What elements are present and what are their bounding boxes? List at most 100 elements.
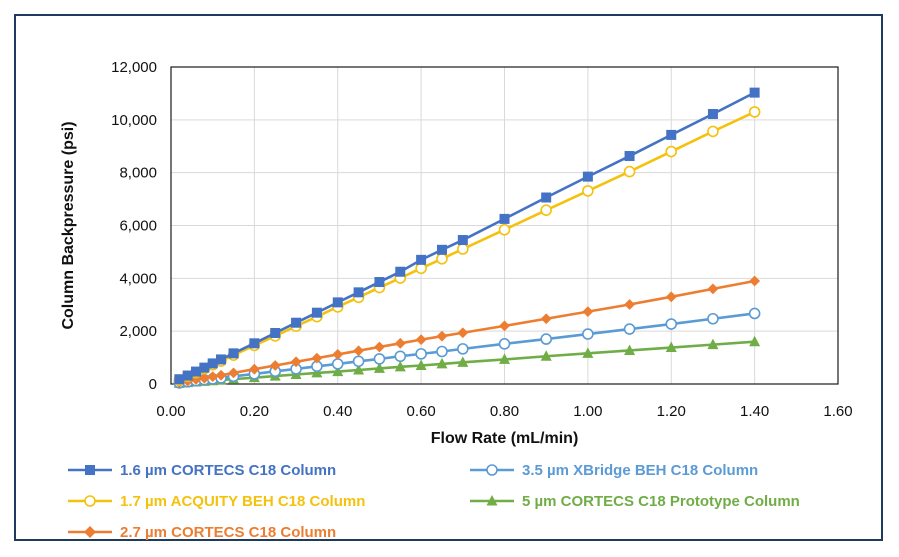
- data-point: [624, 151, 635, 162]
- x-tick-label: 0.20: [240, 403, 269, 420]
- data-point: [436, 357, 448, 369]
- data-point: [582, 328, 594, 340]
- data-point: [216, 354, 227, 365]
- data-point: [666, 129, 677, 140]
- data-point: [457, 243, 469, 255]
- plot-border: [170, 66, 839, 385]
- data-point: [436, 252, 448, 265]
- data-point: [540, 313, 552, 325]
- series-1: [174, 87, 760, 385]
- data-point: [228, 348, 239, 359]
- data-point: [707, 312, 719, 325]
- x-tick-label: 1.00: [573, 403, 602, 420]
- data-point: [395, 266, 406, 277]
- data-point: [352, 355, 365, 368]
- legend-marker: [486, 464, 498, 476]
- y-tick-label: 2,000: [119, 323, 157, 340]
- data-point: [498, 338, 511, 350]
- data-point: [457, 343, 469, 355]
- x-tick-label: 0.00: [156, 403, 185, 420]
- legend-label: 5 µm CORTECS C18 Prototype Column: [522, 493, 800, 510]
- axes: [170, 66, 839, 385]
- data-point: [623, 165, 636, 178]
- data-point: [499, 213, 510, 224]
- series-layer: [173, 87, 761, 389]
- data-point: [182, 370, 193, 381]
- tick-labels: 0.00 0.20 0.40 0.60 0.80 1.00 1.20 1.40 1.60 0 2,0…: [111, 59, 852, 420]
- data-point: [665, 341, 677, 353]
- data-point: [191, 366, 202, 377]
- data-point: [748, 307, 761, 320]
- legend-label: 2.7 µm CORTECS C18 Column: [120, 524, 336, 541]
- data-point: [457, 356, 469, 367]
- data-point: [498, 223, 511, 236]
- data-point: [228, 367, 239, 379]
- data-point: [624, 299, 635, 310]
- data-point: [582, 185, 594, 197]
- data-point: [373, 353, 386, 365]
- data-point: [248, 363, 260, 375]
- data-point: [311, 307, 322, 318]
- data-point: [540, 350, 552, 361]
- data-point: [582, 306, 594, 318]
- legend-item: 1.7 µm ACQUITY BEH C18 Column: [68, 493, 365, 510]
- data-point: [394, 337, 406, 349]
- x-tick-label: 0.80: [490, 403, 519, 420]
- legend-marker: [85, 465, 95, 475]
- data-point: [215, 369, 227, 381]
- data-point: [582, 171, 593, 182]
- legend-item: 1.6 µm CORTECS C18 Column: [68, 462, 336, 479]
- data-point: [311, 352, 323, 364]
- legend-item: 5 µm CORTECS C18 Prototype Column: [470, 493, 800, 510]
- data-point: [269, 360, 281, 371]
- data-point: [332, 297, 343, 308]
- data-point: [394, 350, 407, 363]
- y-tick-label: 0: [149, 376, 157, 393]
- legend-marker: [84, 526, 96, 538]
- data-point: [332, 349, 344, 360]
- data-point: [416, 254, 427, 265]
- data-point: [749, 87, 760, 98]
- data-point: [665, 318, 678, 330]
- y-tick-label: 6,000: [119, 218, 157, 235]
- data-point: [353, 363, 365, 375]
- data-point: [374, 341, 385, 353]
- y-axis-title: Column Backpressure (psi): [60, 121, 77, 329]
- data-point: [436, 330, 448, 342]
- data-point: [707, 283, 719, 295]
- x-tick-label: 0.40: [323, 403, 352, 420]
- legend: 1.6 µm CORTECS C18 Column 1.7 µm ACQUITY …: [68, 462, 800, 541]
- data-point: [540, 333, 552, 345]
- data-point: [436, 244, 447, 255]
- data-point: [415, 359, 427, 371]
- data-point: [707, 109, 718, 120]
- data-point: [249, 338, 260, 349]
- data-point: [457, 327, 469, 339]
- series-3: [173, 275, 761, 388]
- data-point: [331, 358, 344, 370]
- x-tick-label: 1.20: [657, 403, 686, 420]
- data-point: [174, 374, 185, 385]
- x-tick-label: 1.60: [823, 403, 852, 420]
- data-point: [748, 106, 761, 118]
- data-point: [749, 275, 761, 287]
- data-point: [623, 323, 636, 335]
- data-point: [499, 320, 510, 332]
- data-point: [332, 365, 344, 377]
- x-tick-label: 1.40: [740, 403, 769, 420]
- data-point: [457, 235, 468, 246]
- legend-marker: [486, 495, 498, 506]
- y-tick-label: 10,000: [111, 112, 157, 129]
- data-point: [582, 347, 594, 358]
- data-point: [540, 204, 552, 216]
- data-point: [665, 145, 678, 158]
- data-point: [199, 362, 210, 373]
- data-point: [373, 362, 385, 373]
- data-point: [353, 345, 364, 357]
- legend-marker: [84, 495, 96, 507]
- data-point: [353, 287, 364, 298]
- data-point: [415, 348, 427, 360]
- data-point: [394, 360, 406, 372]
- data-point: [707, 125, 719, 138]
